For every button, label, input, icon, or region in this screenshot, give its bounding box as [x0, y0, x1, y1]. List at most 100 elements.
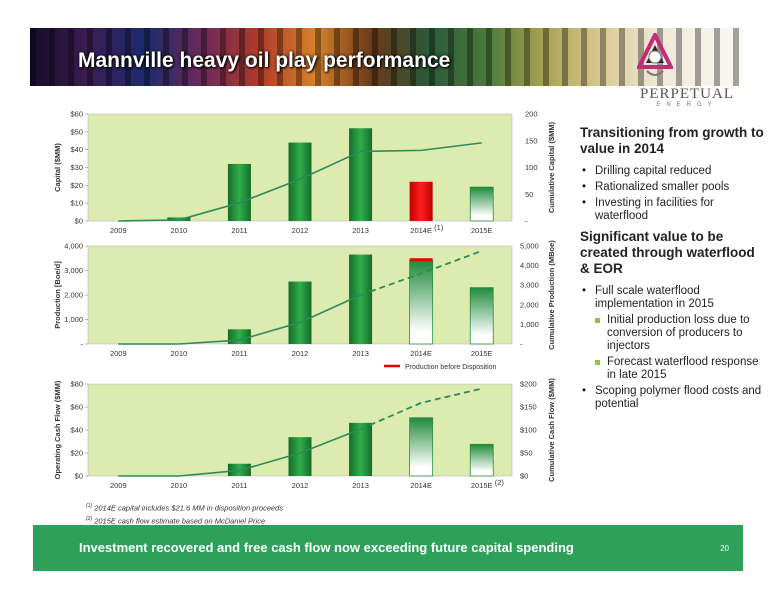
- y2-tick-label: 200: [525, 110, 538, 119]
- y2-tick-label: 100: [525, 163, 538, 172]
- y-tick-label: $0: [75, 472, 83, 481]
- x-tick-label: 2009: [110, 481, 127, 490]
- bar: [409, 181, 433, 221]
- y-tick-label: $50: [70, 127, 83, 136]
- y-tick-label: $60: [70, 110, 83, 119]
- y2-axis-label: Cumulative Production (MBoe): [547, 240, 556, 350]
- y2-tick-label: -: [525, 217, 528, 226]
- bottom-banner: Investment recovered and free cash flow …: [33, 525, 743, 571]
- x-tick-label: 2013: [352, 226, 369, 235]
- y2-tick-label: 1,000: [520, 320, 539, 329]
- y-tick-label: $30: [70, 163, 83, 172]
- bar: [349, 254, 373, 344]
- y2-tick-label: $150: [520, 403, 537, 412]
- y2-axis-label: Cumulative Cash Flow ($MM): [547, 378, 556, 482]
- perpetual-logo-icon: [637, 33, 673, 76]
- y-tick-label: 4,000: [64, 242, 83, 251]
- bar: [469, 287, 494, 345]
- y2-tick-label: $0: [520, 472, 528, 481]
- y2-tick-label: 3,000: [520, 281, 539, 290]
- x-tick-label: 2010: [171, 481, 188, 490]
- bullet-item: Scoping polymer flood costs and potentia…: [580, 385, 766, 411]
- bar: [288, 437, 312, 476]
- y-tick-label: $60: [70, 403, 83, 412]
- x-tick-label: 2011: [231, 226, 247, 235]
- y2-tick-label: -: [520, 340, 523, 349]
- footnote-1: 2014E capital includes $21.6 MM in dispo…: [94, 503, 284, 513]
- page-title: Mannville heavy oil play performance: [78, 49, 451, 72]
- bar: [349, 422, 373, 476]
- footnote-2-mark: (2): [86, 515, 93, 522]
- y-tick-label: $40: [70, 426, 83, 435]
- x-tick-label: 2015E: [471, 481, 493, 490]
- bar: [469, 186, 494, 222]
- bar: [227, 163, 251, 221]
- y2-tick-label: 5,000: [520, 242, 539, 251]
- y-tick-label: 3,000: [64, 266, 83, 275]
- legend-label: Production before Disposition: [405, 364, 497, 371]
- y2-tick-label: $50: [520, 449, 533, 458]
- bar: [409, 417, 434, 477]
- y-tick-label: $40: [70, 145, 83, 154]
- y2-tick-label: 150: [525, 136, 538, 145]
- bullets-waterflood: Full scale waterflood implementation in …: [580, 285, 766, 411]
- y-axis-label: Production [Boe/d]: [53, 261, 62, 329]
- banner-text: Investment recovered and free cash flow …: [79, 540, 574, 555]
- y-tick-label: $20: [70, 181, 83, 190]
- sub-bullet-item: Initial production loss due to conversio…: [580, 314, 766, 353]
- y-tick-label: $80: [70, 380, 83, 389]
- y-tick-label: 2,000: [64, 291, 83, 300]
- bar: [349, 128, 373, 221]
- category-footnote-mark: (2): [495, 478, 505, 487]
- header-texture: [30, 28, 743, 86]
- category-footnote-mark: (1): [434, 223, 444, 232]
- x-tick-label: 2009: [110, 226, 127, 235]
- y-axis-label: Operating Cash Flow ($MM): [53, 380, 62, 479]
- y2-tick-label: 4,000: [520, 261, 539, 270]
- x-tick-label: 2015E: [471, 226, 493, 235]
- heading-transitioning: Transitioning from growth to value in 20…: [580, 125, 764, 156]
- x-tick-label: 2014E: [410, 226, 432, 235]
- bullet-item: Investing in facilities for waterflood: [580, 197, 766, 223]
- cumulative-line: [118, 294, 361, 345]
- cumulative-line: [118, 142, 482, 222]
- logo-name: PERPETUAL: [639, 86, 734, 102]
- y2-axis-label: Cumulative Capital ($MM): [547, 121, 556, 213]
- x-tick-label: 2010: [171, 349, 188, 358]
- y2-tick-label: $100: [520, 426, 537, 435]
- disposition-marker: [409, 258, 433, 262]
- bullet-item: Full scale waterflood implementation in …: [580, 285, 766, 311]
- y-axis-label: Capital ($MM): [53, 143, 62, 192]
- cumulative-line: [118, 428, 361, 477]
- y2-tick-label: 2,000: [520, 300, 539, 309]
- y-tick-label: -: [81, 340, 84, 349]
- cumulative-line-forecast: [360, 387, 482, 430]
- x-tick-label: 2011: [231, 349, 247, 358]
- heading-waterflood: Significant value to be created through …: [580, 229, 755, 276]
- y2-tick-label: 50: [525, 190, 533, 199]
- y-tick-label: 1,000: [64, 315, 83, 324]
- right-commentary: Transitioning from growth to value in 20…: [580, 125, 766, 414]
- cumulative-line-forecast: [360, 250, 483, 296]
- y-tick-label: $10: [70, 199, 83, 208]
- x-tick-label: 2014E: [410, 481, 432, 490]
- y-tick-label: $20: [70, 449, 83, 458]
- logo-sub: ENERGY: [656, 102, 718, 108]
- header-banner: Mannville heavy oil play performance: [30, 28, 743, 86]
- bullet-item: Rationalized smaller pools: [580, 181, 766, 194]
- footnotes: (1) 2014E capital includes $21.6 MM in d…: [86, 501, 283, 526]
- x-tick-label: 2011: [231, 481, 247, 490]
- x-tick-label: 2009: [110, 349, 127, 358]
- x-tick-label: 2013: [352, 349, 369, 358]
- footnote-2: 2015E cash flow estimate based on McDani…: [94, 516, 266, 525]
- bar: [227, 329, 251, 344]
- sub-bullet-item: Forecast waterflood response in late 201…: [580, 356, 766, 382]
- bullet-item: Drilling capital reduced: [580, 165, 766, 178]
- bar: [288, 281, 312, 344]
- x-tick-label: 2015E: [471, 349, 493, 358]
- bar: [469, 443, 494, 477]
- x-tick-label: 2014E: [410, 349, 432, 358]
- x-tick-label: 2012: [292, 349, 309, 358]
